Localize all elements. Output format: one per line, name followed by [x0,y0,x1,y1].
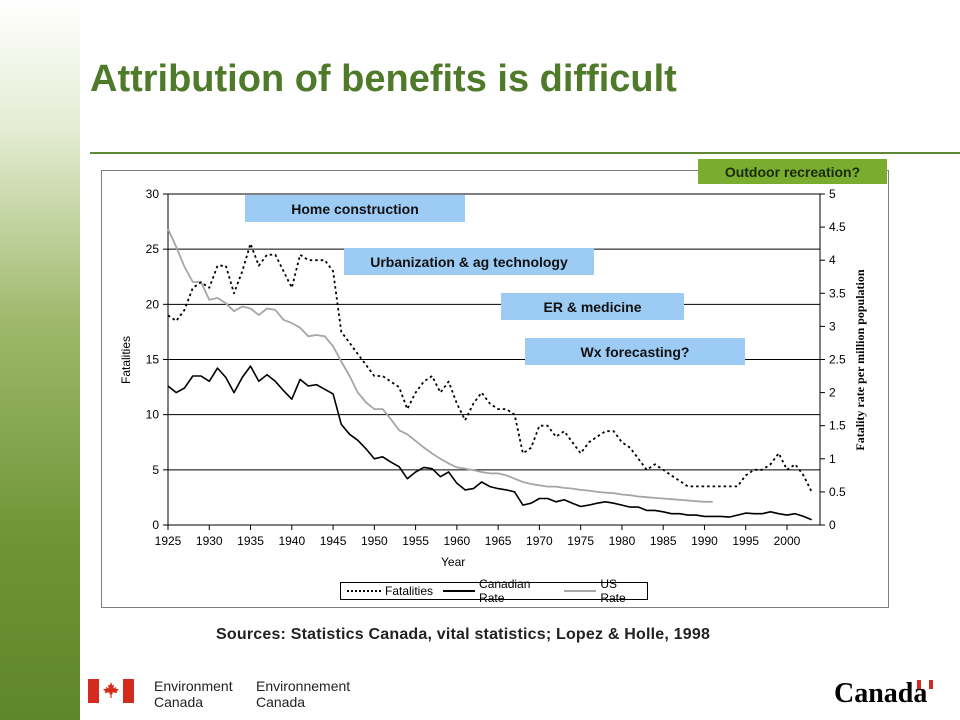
sources-caption: Sources: Statistics Canada, vital statis… [216,626,711,643]
x-tick-labels: 1925 1930 1935 1940 1945 1950 1955 1960 1965 1970… [155,534,801,548]
x-tick-label: 1940 [278,534,305,548]
left-tick-label: 0 [152,518,159,532]
legend-item-fatalities: Fatalities [347,584,433,598]
x-tick-label: 1975 [567,534,594,548]
x-tick-label: 1935 [237,534,264,548]
x-tick-label: 1985 [650,534,677,548]
x-tick-label: 1945 [320,534,347,548]
x-tick-label: 1950 [361,534,388,548]
wordmark-flag-icon [917,680,933,689]
right-tick-label: 1 [829,452,836,466]
legend-item-us-rate: US Rate [564,577,643,605]
annotation-urbanization: Urbanization & ag technology [344,248,594,275]
series-line-canadian-rate [167,365,812,521]
x-tick-label: 1955 [402,534,429,548]
title-divider [90,152,960,154]
x-tick-label: 1980 [609,534,636,548]
right-tick-label: 0.5 [829,485,846,499]
right-tick-label: 1.5 [829,419,846,433]
right-tick-label: 3.5 [829,286,846,300]
legend-item-canadian-rate: Canadian Rate [443,577,554,605]
left-tick-label: 25 [146,242,160,256]
side-gradient-bar [0,0,80,720]
annotation-er-medicine: ER & medicine [501,293,684,320]
series-lines [167,228,813,521]
canada-flag-icon [88,679,134,703]
department-fr-line-2: Canada [256,694,306,710]
x-tick-label: 1995 [732,534,759,548]
x-tick-label: 2000 [774,534,801,548]
x-tick-label: 1990 [691,534,718,548]
right-tick-label: 0 [829,518,836,532]
left-tick-label: 5 [152,463,159,477]
left-tick-label: 15 [146,353,160,367]
department-fr-line-1: Environnement [256,678,351,694]
legend-label-fatalities: Fatalities [385,584,434,598]
legend-label-canadian-rate: Canadian Rate [479,577,531,605]
left-tick-label: 20 [146,297,160,311]
x-tick-label: 1970 [526,534,553,548]
annotation-wx-forecasting: Wx forecasting? [525,338,745,365]
series-line-fatalities [167,242,813,493]
legend-swatch-us-rate [564,590,597,592]
right-tick-labels: 0 0.5 1 1.5 2 2.5 3 3.5 4 4.5 5 [829,187,846,532]
department-en-line-2: Canada [154,694,204,710]
x-tick-label: 1930 [196,534,223,548]
x-tick-label: 1960 [444,534,471,548]
left-tick-label: 10 [146,408,160,422]
right-tick-label: 4 [829,253,836,267]
x-tick-label: 1925 [155,534,182,548]
canada-wordmark: Canada [834,678,928,709]
page-title: Attribution of benefits is difficult [90,58,677,100]
annotation-outdoor-recreation: Outdoor recreation? [698,159,887,184]
axes [163,193,825,530]
maple-leaf-icon [103,682,119,698]
department-en-line-1: Environment [154,678,233,694]
right-tick-label: 2 [829,386,836,400]
department-name-fr: Environnement Canada [256,678,350,710]
right-tick-label: 4.5 [829,220,846,234]
right-tick-label: 3 [829,319,836,333]
legend-swatch-fatalities [347,590,381,592]
right-tick-label: 2.5 [829,353,846,367]
series-line-us-rate [167,228,713,503]
x-axis-title: Year [441,555,465,569]
x-tick-label: 1965 [485,534,512,548]
left-tick-labels: 0 5 10 15 20 25 30 [146,187,160,532]
right-axis-title: Fatality rate per million population [853,269,867,450]
left-axis-title: Fatalities [119,336,133,384]
chart-legend: Fatalities Canadian Rate US Rate [340,577,648,605]
left-tick-label: 30 [146,187,160,201]
department-name-en: Environment Canada [154,678,233,710]
right-tick-label: 5 [829,187,836,201]
legend-swatch-canadian-rate [443,590,476,592]
legend-label-us-rate: US Rate [600,577,626,605]
grid-lines [168,193,820,471]
annotation-home-construction: Home construction [245,195,465,222]
